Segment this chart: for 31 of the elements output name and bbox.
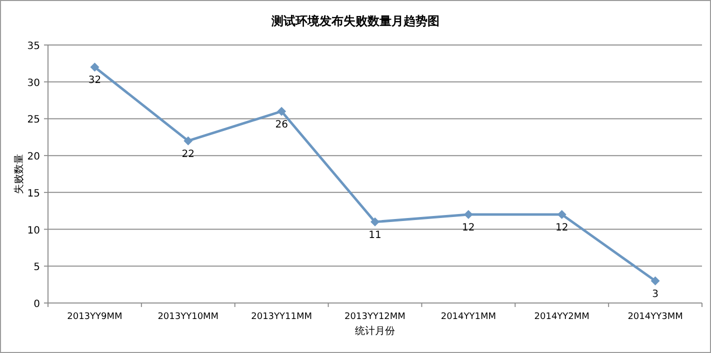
x-tick-label: 2014YY2MM [534, 312, 590, 322]
y-axis-title: 失败数量 [13, 154, 25, 194]
y-tick-label: 35 [27, 41, 40, 52]
point [277, 106, 286, 116]
x-tick-label: 2013YY10MM [158, 312, 219, 322]
point [464, 210, 473, 220]
x-tick-label: 2013YY12MM [344, 312, 406, 322]
y-tick-label: 0 [34, 299, 40, 310]
y-tick-label: 25 [27, 114, 40, 126]
data-label: 26 [275, 119, 288, 130]
data-label: 11 [368, 230, 382, 241]
point [184, 136, 193, 146]
y-tick-label: 10 [27, 225, 40, 236]
x-tick-label: 2013YY11MM [251, 312, 312, 322]
point [370, 217, 380, 226]
data-label: 3 [652, 288, 658, 300]
chart-title: 测试环境发布失败数量月趋势图 [270, 14, 440, 28]
x-tick-label: 2013YY9MM [67, 312, 122, 322]
data-label: 32 [88, 75, 102, 86]
data-label: 12 [462, 222, 475, 234]
x-axis-title: 统计月份 [355, 325, 395, 337]
point [90, 62, 100, 72]
y-tick-label: 20 [27, 152, 40, 163]
x-tick-label: 2014YY3MM [628, 312, 683, 322]
y-tick-label: 15 [27, 188, 40, 200]
y-tick-label: 5 [34, 262, 40, 274]
point [650, 276, 660, 286]
data-label: 22 [182, 148, 195, 160]
y-tick-label: 30 [27, 78, 40, 89]
x-tick-label: 2014YY1MM [440, 312, 496, 322]
data-label: 12 [555, 222, 568, 234]
